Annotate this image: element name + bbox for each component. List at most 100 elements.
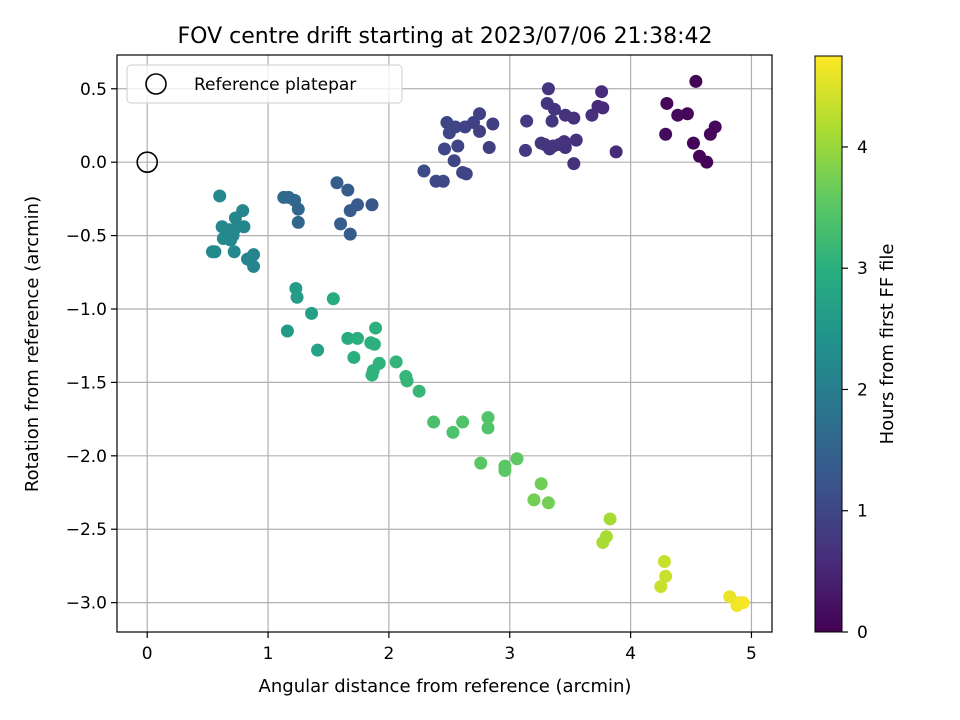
data-point xyxy=(547,102,561,116)
data-point xyxy=(347,350,361,364)
colorbar-label: Hours from first FF file xyxy=(877,244,898,445)
y-tick-label: 0.5 xyxy=(80,80,107,100)
data-point xyxy=(417,164,431,178)
data-point xyxy=(545,114,559,128)
data-point xyxy=(459,167,473,181)
data-point xyxy=(456,415,470,429)
y-tick-label: −1.0 xyxy=(66,300,107,320)
data-point xyxy=(447,154,461,168)
data-point xyxy=(208,245,222,259)
data-point xyxy=(481,411,495,425)
x-axis-ticks: 0 1 2 3 4 5 xyxy=(142,632,757,664)
data-point xyxy=(481,421,495,435)
data-point xyxy=(567,111,581,125)
data-point xyxy=(473,124,487,138)
data-point xyxy=(227,245,241,259)
data-point xyxy=(596,535,610,549)
data-point xyxy=(438,142,451,156)
data-point xyxy=(609,145,623,159)
data-point xyxy=(350,331,364,345)
y-axis-label: Rotation from reference (arcmin) xyxy=(22,196,43,492)
data-point xyxy=(305,306,319,320)
data-point xyxy=(474,456,488,470)
data-point xyxy=(291,202,305,216)
data-point xyxy=(486,117,500,131)
reference-point xyxy=(136,151,159,173)
data-point xyxy=(369,321,383,335)
data-point xyxy=(510,452,524,466)
colorbar-tick-label: 0 xyxy=(857,623,868,643)
data-point xyxy=(498,463,512,477)
data-point xyxy=(442,126,456,140)
data-point xyxy=(596,101,610,115)
data-point xyxy=(659,569,673,583)
data-point xyxy=(330,176,344,190)
data-point xyxy=(569,133,583,147)
legend-box xyxy=(126,64,403,104)
data-point xyxy=(228,211,242,225)
data-point xyxy=(689,74,703,88)
data-point xyxy=(326,292,340,306)
colorbar-tick-label: 2 xyxy=(857,380,868,400)
colorbar: 0 1 2 3 4 Hours from first FF file xyxy=(814,55,898,643)
x-tick-label: 3 xyxy=(504,644,515,664)
x-tick-label: 2 xyxy=(383,644,394,664)
data-point xyxy=(400,374,414,388)
data-points xyxy=(205,74,750,613)
plot-frame xyxy=(116,54,773,633)
data-point xyxy=(389,355,403,369)
data-point xyxy=(595,85,609,99)
data-point xyxy=(290,290,304,304)
data-point xyxy=(365,368,379,382)
data-point xyxy=(541,496,555,510)
y-tick-label: 0.0 xyxy=(80,153,107,173)
data-point xyxy=(723,590,737,604)
data-point xyxy=(703,127,717,141)
data-point xyxy=(247,259,261,273)
data-point xyxy=(700,155,714,169)
data-point xyxy=(534,477,548,491)
data-point xyxy=(680,107,694,121)
data-point xyxy=(341,183,355,197)
data-point xyxy=(436,174,450,188)
data-point xyxy=(654,579,668,593)
data-point xyxy=(585,108,599,122)
data-point xyxy=(736,596,750,610)
data-point xyxy=(291,215,305,229)
data-point xyxy=(527,493,541,507)
colorbar-ticks: 0 1 2 3 4 xyxy=(842,138,868,643)
y-tick-label: −2.0 xyxy=(66,447,107,467)
data-point xyxy=(482,140,496,154)
legend-entry-label: Reference platepar xyxy=(194,75,356,95)
data-point xyxy=(671,108,685,122)
data-point xyxy=(451,139,465,153)
data-point xyxy=(343,204,357,218)
data-point xyxy=(660,96,674,110)
data-point xyxy=(558,140,572,154)
legend-marker-open-circle xyxy=(145,73,167,95)
data-point xyxy=(341,331,355,345)
data-point xyxy=(311,343,325,357)
colorbar-tick-label: 1 xyxy=(857,502,868,522)
x-tick-label: 5 xyxy=(746,644,757,664)
x-axis-label: Angular distance from reference (arcmin) xyxy=(259,676,632,697)
data-point xyxy=(334,217,348,231)
colorbar-tick-label: 3 xyxy=(857,259,868,279)
data-point xyxy=(280,324,294,338)
data-point xyxy=(427,415,441,429)
y-tick-label: −1.5 xyxy=(66,373,107,393)
x-tick-label: 4 xyxy=(625,644,636,664)
data-point xyxy=(226,229,240,243)
legend: Reference platepar xyxy=(126,64,403,104)
chart-title: FOV centre drift starting at 2023/07/06 … xyxy=(178,24,713,49)
data-point xyxy=(367,337,381,351)
data-point xyxy=(446,425,460,439)
data-point xyxy=(412,384,426,398)
y-tick-label: −0.5 xyxy=(66,227,107,247)
y-tick-label: −2.5 xyxy=(66,520,107,540)
data-point xyxy=(520,114,534,128)
data-point xyxy=(518,143,532,157)
x-tick-label: 0 xyxy=(142,644,153,664)
data-point xyxy=(247,248,261,262)
data-point xyxy=(659,127,673,141)
